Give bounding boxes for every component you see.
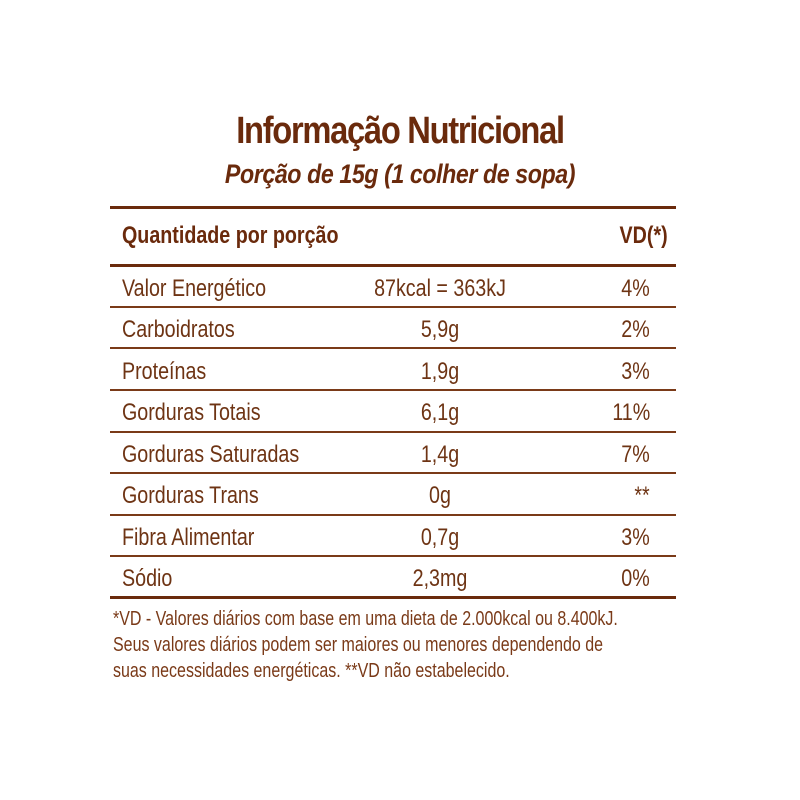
nutrient-amount: 5,9g <box>420 316 460 343</box>
table-row: Gorduras Trans 0g ** <box>110 476 676 516</box>
nutrient-name: Fibra Alimentar <box>122 524 255 551</box>
nutrient-vd: 7% <box>621 441 650 468</box>
table-row: Gorduras Saturadas 1,4g 7% <box>110 435 676 475</box>
nutrient-name: Gorduras Totais <box>122 399 261 426</box>
nutrient-amount: 6,1g <box>420 399 460 426</box>
row-divider <box>110 306 676 308</box>
footnote-line: suas necessidades energéticas. **VD não … <box>113 660 510 682</box>
label-title: Informação Nutricional <box>236 110 565 152</box>
table-row: Proteínas 1,9g 3% <box>110 352 676 392</box>
nutrient-name: Proteínas <box>122 358 207 385</box>
nutrient-vd: 0% <box>621 565 650 592</box>
nutrient-amount: 0g <box>429 482 451 509</box>
header-vd: VD(*) <box>619 222 668 249</box>
table-row: Gorduras Totais 6,1g 11% <box>110 393 676 433</box>
row-divider <box>110 514 676 516</box>
footnote: *VD - Valores diários com base em uma di… <box>113 606 641 684</box>
nutrient-vd: 4% <box>621 275 650 302</box>
nutrient-amount: 0,7g <box>420 524 460 551</box>
nutrient-vd: 11% <box>612 399 650 426</box>
row-divider <box>110 389 676 391</box>
nutrient-name: Gorduras Trans <box>122 482 259 509</box>
footnote-line: *VD - Valores diários com base em uma di… <box>113 608 618 630</box>
table-row: Carboidratos 5,9g 2% <box>110 310 676 350</box>
bottom-divider <box>110 596 676 599</box>
row-divider <box>110 555 676 557</box>
top-divider <box>110 206 676 209</box>
nutrient-amount: 1,9g <box>420 358 460 385</box>
nutrient-vd: 3% <box>621 358 650 385</box>
nutrient-name: Gorduras Saturadas <box>122 441 300 468</box>
nutrient-name: Valor Energético <box>122 275 267 302</box>
nutrient-name: Carboidratos <box>122 316 235 343</box>
table-row: Sódio 2,3mg 0% <box>110 559 676 599</box>
nutrient-amount: 87kcal = 363kJ <box>374 275 506 302</box>
nutrient-vd: 3% <box>621 524 650 551</box>
table-row: Fibra Alimentar 0,7g 3% <box>110 518 676 558</box>
nutrient-vd: 2% <box>621 316 650 343</box>
header-divider <box>110 264 676 267</box>
nutrient-amount: 2,3mg <box>412 565 468 592</box>
footnote-line: Seus valores diários podem ser maiores o… <box>113 634 604 656</box>
row-divider <box>110 472 676 474</box>
table-row: Valor Energético 87kcal = 363kJ 4% <box>110 269 676 309</box>
nutrient-name: Sódio <box>122 565 173 592</box>
row-divider <box>110 431 676 433</box>
nutrient-amount: 1,4g <box>420 441 460 468</box>
nutrient-vd: ** <box>634 482 650 509</box>
row-divider <box>110 347 676 349</box>
table-header: Quantidade por porção VD(*) <box>110 216 676 256</box>
header-quantity: Quantidade por porção <box>122 222 339 249</box>
serving-size: Porção de 15g (1 colher de sopa) <box>224 159 576 189</box>
